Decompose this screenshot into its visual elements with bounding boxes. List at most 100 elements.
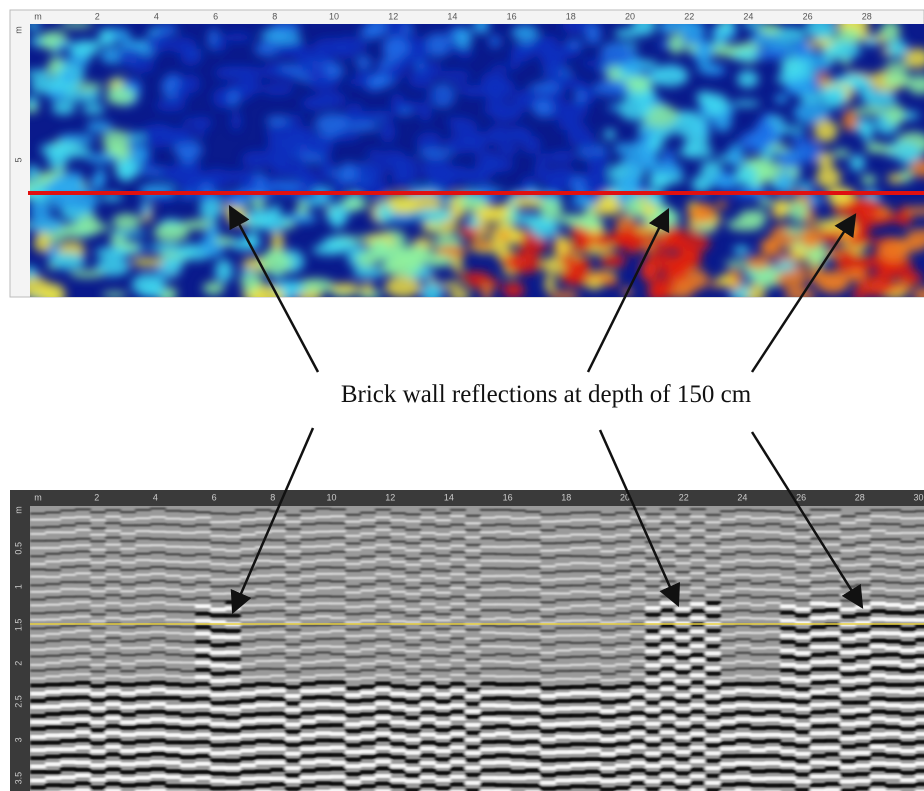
stripe — [480, 717, 496, 721]
stripe — [795, 752, 811, 756]
x-tick-label: 20 — [625, 11, 635, 21]
heat-blob — [347, 122, 379, 131]
stripe — [810, 703, 826, 707]
stripe — [90, 641, 106, 644]
stripe — [720, 669, 736, 672]
stripe — [390, 626, 406, 629]
stripe — [645, 663, 661, 667]
stripe — [105, 637, 121, 640]
stripe — [480, 517, 496, 520]
stripe — [30, 669, 46, 672]
stripe — [870, 733, 886, 737]
stripe — [180, 784, 196, 788]
stripe — [255, 739, 271, 743]
stripe — [900, 554, 916, 557]
stripe — [450, 509, 466, 512]
heat-blob — [449, 289, 471, 301]
stripe — [765, 566, 781, 569]
stripe — [690, 515, 706, 518]
stripe — [915, 546, 924, 549]
stripe — [405, 564, 421, 567]
heat-blob — [145, 33, 172, 52]
stripe — [600, 752, 616, 756]
stripe — [465, 758, 481, 762]
stripe — [840, 637, 856, 641]
stripe — [840, 722, 856, 726]
stripe — [90, 677, 106, 680]
stripe — [690, 522, 706, 525]
stripe — [60, 602, 76, 605]
stripe — [315, 579, 331, 582]
stripe — [165, 588, 181, 591]
stripe — [555, 771, 571, 775]
stripe — [510, 734, 526, 738]
heat-blob — [535, 153, 570, 162]
stripe — [390, 575, 406, 578]
x-tick-label: m — [34, 492, 42, 502]
stripe — [210, 728, 226, 732]
stripe — [165, 510, 181, 513]
stripe — [855, 570, 871, 573]
heat-blob — [244, 214, 271, 229]
stripe — [660, 551, 676, 554]
stripe — [360, 555, 376, 558]
stripe — [585, 582, 601, 585]
heat-blob — [774, 203, 788, 219]
stripe — [705, 658, 721, 662]
stripe — [45, 531, 61, 534]
stripe — [570, 678, 586, 681]
stripe — [765, 690, 781, 694]
stripe — [45, 648, 61, 651]
stripe — [765, 733, 781, 737]
stripe — [525, 689, 541, 693]
stripe — [75, 666, 91, 669]
stripe — [825, 615, 841, 619]
stripe — [105, 652, 121, 655]
stripe — [150, 781, 166, 785]
heat-blob — [533, 99, 554, 118]
stripe — [705, 550, 721, 553]
stripe — [195, 784, 211, 788]
stripe — [810, 531, 826, 534]
stripe — [780, 713, 796, 717]
stripe — [375, 738, 391, 742]
stripe — [405, 614, 421, 617]
stripe — [60, 703, 76, 707]
stripe — [180, 619, 196, 622]
heat-blob — [353, 267, 384, 278]
stripe — [915, 574, 924, 577]
stripe — [375, 660, 391, 663]
stripe — [495, 523, 511, 526]
stripe — [480, 761, 496, 765]
stripe — [315, 522, 331, 525]
stripe — [405, 686, 421, 690]
stripe — [90, 519, 106, 522]
stripe — [75, 652, 91, 655]
x-tick-label: 4 — [153, 492, 158, 502]
stripe — [390, 540, 406, 543]
stripe — [735, 696, 751, 700]
stripe — [885, 596, 901, 599]
heat-blob — [481, 211, 505, 224]
stripe — [135, 517, 151, 520]
stripe — [705, 629, 721, 633]
heat-blob — [732, 100, 760, 107]
stripe — [375, 522, 391, 525]
stripe — [240, 756, 256, 760]
stripe — [585, 684, 601, 688]
stripe — [525, 682, 541, 686]
heat-blob — [450, 118, 477, 136]
stripe — [390, 519, 406, 522]
stripe — [345, 736, 361, 740]
stripe — [435, 778, 451, 782]
stripe — [720, 625, 736, 628]
stripe — [330, 530, 346, 533]
heat-blob — [86, 121, 112, 133]
stripe — [450, 538, 466, 541]
stripe — [210, 663, 226, 667]
stripe — [30, 705, 46, 709]
stripe — [750, 582, 766, 585]
stripe — [720, 741, 736, 745]
stripe — [720, 610, 736, 613]
stripe — [600, 657, 616, 660]
